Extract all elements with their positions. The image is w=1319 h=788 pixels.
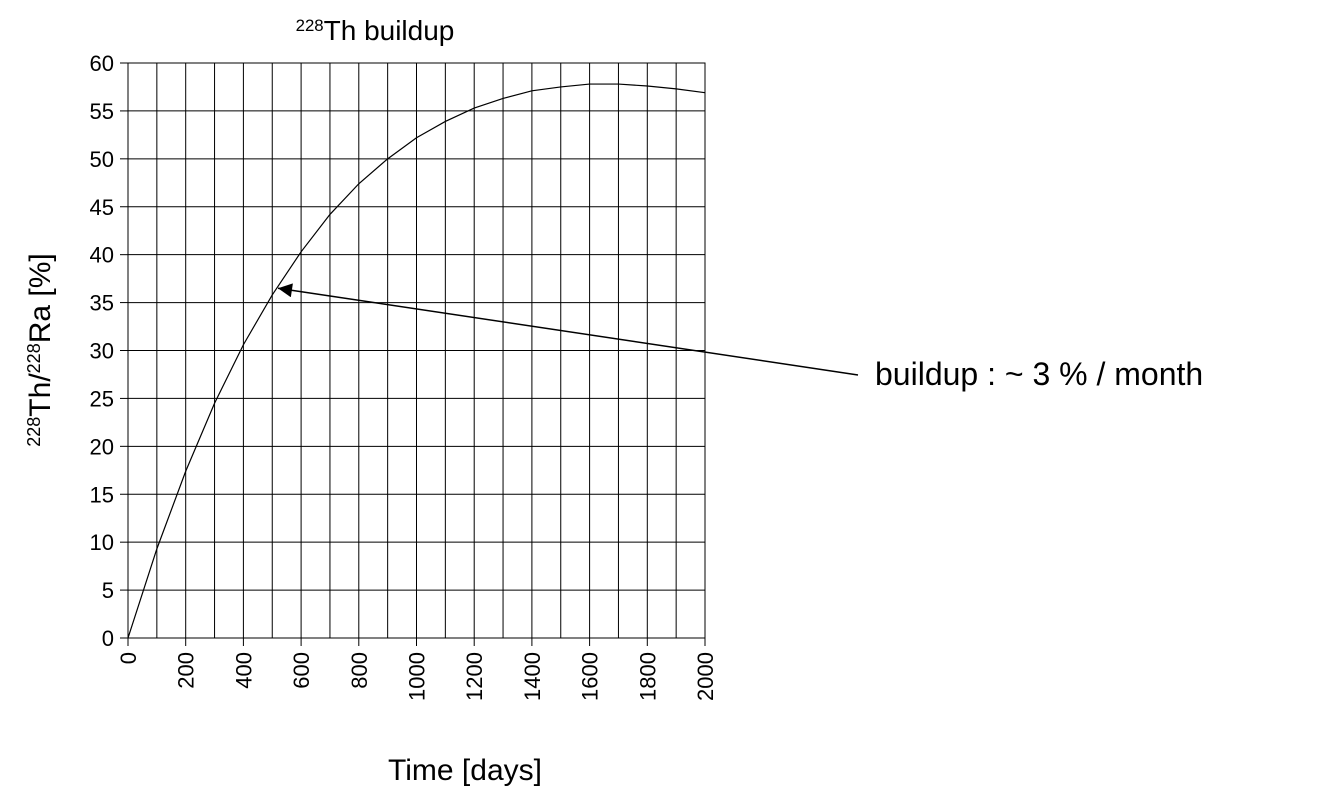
annotation-text: buildup : ~ 3 % / month: [875, 356, 1203, 392]
x-axis-label: Time [days]: [388, 754, 542, 787]
x-tick-label: 0: [116, 652, 141, 664]
x-tick-label: 1600: [578, 652, 603, 701]
superscript: 228: [296, 16, 324, 35]
superscript: 228: [24, 343, 44, 373]
text-part: Ra [%]: [24, 253, 57, 343]
x-tick-label: 1000: [405, 652, 430, 701]
y-tick-label: 25: [90, 386, 114, 411]
x-tick-label: 1800: [635, 652, 660, 701]
x-tick-label: 400: [231, 652, 256, 689]
annotation-arrow: [277, 283, 859, 376]
x-tick-label: 600: [289, 652, 314, 689]
chart-title: 228Th buildup: [296, 15, 455, 46]
y-tick-label: 30: [90, 339, 114, 364]
data-line: [127, 83, 706, 639]
y-tick-label: 0: [102, 626, 114, 651]
x-tick-label: 1400: [520, 652, 545, 701]
y-tick-label: 45: [90, 195, 114, 220]
x-tick-label: 200: [174, 652, 199, 689]
x-tick-label: 1200: [462, 652, 487, 701]
y-tick-label: 35: [90, 291, 114, 316]
x-tick-label: 2000: [693, 652, 718, 701]
text-part: Th buildup: [324, 15, 455, 46]
y-tick-label: 55: [90, 99, 114, 124]
y-tick-label: 40: [90, 243, 114, 268]
y-tick-label: 60: [90, 51, 114, 76]
y-tick-label: 10: [90, 530, 114, 555]
y-tick-label: 50: [90, 147, 114, 172]
superscript: 228: [24, 417, 44, 447]
y-tick-label: 20: [90, 434, 114, 459]
text-part: Th/: [24, 373, 57, 417]
y-tick-label: 5: [102, 578, 114, 603]
x-tick-label: 800: [347, 652, 372, 689]
y-axis-label: 228Th/228Ra [%]: [24, 253, 57, 446]
y-tick-label: 15: [90, 482, 114, 507]
